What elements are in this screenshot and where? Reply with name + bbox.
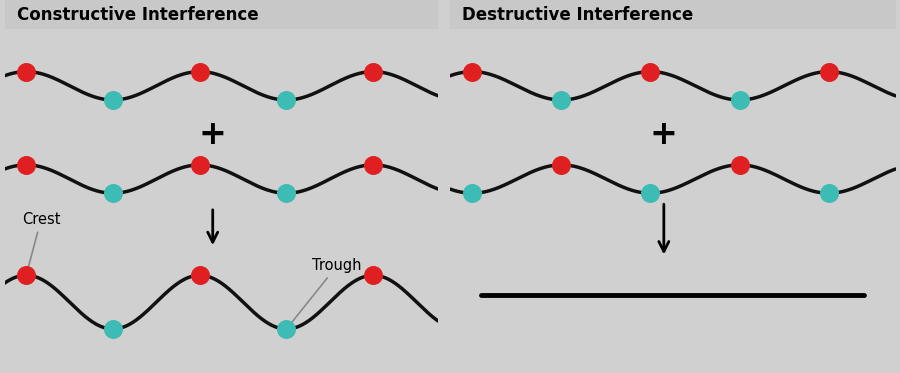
Text: Trough: Trough	[288, 258, 362, 327]
Text: +: +	[650, 118, 678, 151]
Text: Constructive Interference: Constructive Interference	[16, 6, 258, 23]
Point	[193, 272, 207, 278]
Point	[193, 69, 207, 75]
Point	[465, 69, 480, 75]
Text: Crest: Crest	[22, 212, 60, 273]
Bar	[4, 0, 438, 29]
Bar	[450, 0, 896, 29]
Point	[644, 190, 658, 196]
Point	[19, 69, 33, 75]
Point	[279, 190, 293, 196]
Point	[554, 162, 569, 168]
Point	[554, 97, 569, 103]
Point	[465, 190, 480, 196]
Point	[106, 326, 121, 332]
Point	[644, 69, 658, 75]
Point	[366, 272, 381, 278]
Point	[733, 162, 747, 168]
Point	[279, 326, 293, 332]
Point	[193, 162, 207, 168]
Text: +: +	[199, 118, 227, 151]
Point	[822, 190, 836, 196]
Point	[366, 162, 381, 168]
Text: Destructive Interference: Destructive Interference	[463, 6, 694, 23]
Point	[106, 190, 121, 196]
Point	[822, 69, 836, 75]
Point	[366, 69, 381, 75]
Point	[279, 97, 293, 103]
Point	[19, 162, 33, 168]
Point	[733, 97, 747, 103]
Point	[106, 97, 121, 103]
Point	[19, 272, 33, 278]
